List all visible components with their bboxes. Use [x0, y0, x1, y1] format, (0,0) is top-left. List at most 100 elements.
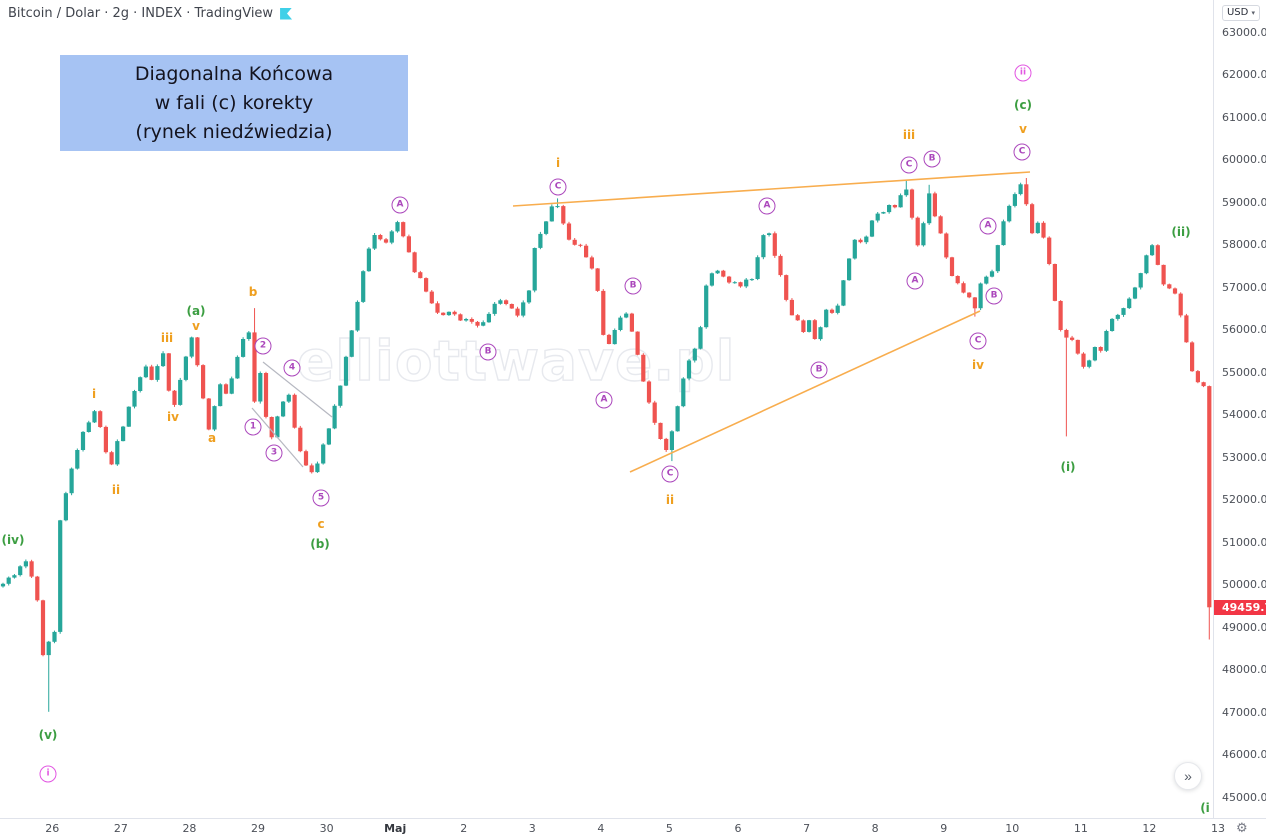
- wave-label-A[interactable]: A: [391, 196, 409, 214]
- wave-label-iii[interactable]: iii: [902, 128, 916, 142]
- wave-label-iv[interactable]: (iv): [1, 533, 25, 547]
- candle: [744, 278, 749, 289]
- wave-label-a[interactable]: (a): [186, 304, 206, 318]
- wave-label-i[interactable]: i: [91, 387, 97, 401]
- candle: [401, 221, 406, 238]
- wave-label-i[interactable]: (i: [1200, 801, 1210, 815]
- wave-label-iv[interactable]: iv: [972, 358, 984, 372]
- symbol-title[interactable]: Bitcoin / Dolar · 2g · INDEX · TradingVi…: [8, 6, 274, 21]
- price-tick: 54000.00: [1222, 408, 1266, 422]
- wave-label-c[interactable]: c: [317, 517, 325, 531]
- wave-label-B[interactable]: B: [624, 277, 642, 295]
- wave-label-3[interactable]: 3: [265, 444, 283, 462]
- candle: [395, 220, 400, 233]
- wave-label-C[interactable]: C: [549, 178, 567, 196]
- candle: [549, 204, 554, 222]
- wave-label-c[interactable]: (c): [1013, 98, 1033, 112]
- candle: [1064, 328, 1069, 437]
- candle: [269, 416, 274, 440]
- small-channel-lower[interactable]: [251, 407, 304, 468]
- collapse-panel-button[interactable]: »: [1174, 762, 1202, 790]
- candle: [1167, 283, 1172, 290]
- annotation-box[interactable]: Diagonalna Końcowa w fali (c) korekty (r…: [60, 55, 408, 151]
- candle: [1161, 264, 1166, 286]
- candle: [0, 582, 6, 588]
- wave-label-A[interactable]: A: [595, 391, 613, 409]
- wave-label-a[interactable]: a: [207, 431, 217, 445]
- wave-label-C[interactable]: C: [661, 465, 679, 483]
- wave-label-B[interactable]: B: [810, 361, 828, 379]
- wave-label-4[interactable]: 4: [283, 359, 301, 377]
- wave-label-b[interactable]: b: [248, 285, 258, 299]
- wave-label-C[interactable]: C: [969, 332, 987, 350]
- chart-plot-area[interactable]: elliottwave.pl (iv) (v) i i ii iii iv v (a) a b 1 2 3…: [0, 0, 1213, 818]
- wave-label-ii[interactable]: ii: [111, 483, 121, 497]
- settings-gear-icon[interactable]: ⚙: [1236, 821, 1248, 836]
- candle: [98, 410, 103, 428]
- wave-label-2[interactable]: 2: [254, 337, 272, 355]
- wave-label-i[interactable]: i: [555, 156, 561, 170]
- price-tick: 45000.00: [1222, 790, 1266, 804]
- candle: [961, 281, 966, 294]
- wave-label-v[interactable]: (v): [38, 728, 58, 742]
- wave-label-iv[interactable]: iv: [167, 410, 179, 424]
- candle: [624, 312, 629, 319]
- time-tick: Maj: [384, 822, 407, 835]
- wave-label-A[interactable]: A: [758, 197, 776, 215]
- price-axis[interactable]: USD ▾ 63000.00 62000.00 61000.00 60000.00 59…: [1213, 0, 1266, 818]
- candle: [801, 319, 806, 333]
- candle: [727, 275, 732, 284]
- candle: [1201, 381, 1206, 388]
- time-axis[interactable]: 26 27 28 29 30 Maj 2 3 4 5 6 7 8 9 10 11 12 13 ⚙: [0, 818, 1266, 837]
- candle: [441, 312, 446, 316]
- candle: [606, 333, 612, 345]
- candle: [315, 461, 320, 473]
- candle: [486, 312, 491, 323]
- candlestick-chart[interactable]: [0, 0, 1213, 818]
- candle: [138, 376, 143, 393]
- candle: [578, 243, 583, 248]
- wave-label-ii[interactable]: ii: [1014, 64, 1032, 82]
- candle: [921, 221, 926, 247]
- candle: [715, 269, 720, 274]
- wave-label-C[interactable]: C: [900, 156, 918, 174]
- candle: [858, 238, 863, 244]
- currency-selector[interactable]: USD ▾: [1222, 5, 1260, 21]
- wave-label-v[interactable]: v: [192, 319, 200, 333]
- small-channel-upper[interactable]: [262, 361, 333, 418]
- candle: [601, 289, 606, 336]
- wave-label-ii[interactable]: (ii): [1171, 225, 1191, 239]
- time-tick: 4: [597, 822, 605, 835]
- wave-label-B[interactable]: B: [923, 150, 941, 168]
- candle: [887, 204, 892, 214]
- symbol-header[interactable]: Bitcoin / Dolar · 2g · INDEX · TradingVi…: [8, 6, 293, 21]
- wave-label-v[interactable]: v: [1019, 122, 1027, 136]
- upper-diagonal[interactable]: [512, 171, 1031, 207]
- wave-label-B[interactable]: B: [479, 343, 497, 361]
- wave-label-A[interactable]: A: [979, 217, 997, 235]
- candle: [721, 269, 726, 278]
- wave-label-i[interactable]: i: [39, 765, 57, 783]
- time-tick: 9: [940, 822, 948, 835]
- price-tick: 49000.00: [1222, 620, 1266, 634]
- wave-label-C[interactable]: C: [1013, 143, 1031, 161]
- candle: [812, 319, 817, 340]
- candle: [686, 358, 692, 381]
- candle: [709, 272, 714, 287]
- wave-label-ii[interactable]: ii: [665, 493, 675, 507]
- wave-label-i[interactable]: (i): [1060, 460, 1076, 474]
- candle: [544, 221, 549, 236]
- tradingview-logo-icon[interactable]: [280, 7, 293, 20]
- wave-label-A[interactable]: A: [906, 272, 924, 290]
- candle: [572, 238, 577, 246]
- wave-label-B[interactable]: B: [985, 287, 1003, 305]
- price-tick: 59000.00: [1222, 195, 1266, 209]
- candle: [321, 443, 326, 465]
- wave-label-5[interactable]: 5: [312, 489, 330, 507]
- wave-label-1[interactable]: 1: [244, 418, 262, 436]
- wave-label-b[interactable]: (b): [310, 537, 330, 551]
- lower-diagonal[interactable]: [629, 310, 981, 473]
- candle: [1138, 272, 1143, 290]
- wave-label-iii[interactable]: iii: [160, 331, 174, 345]
